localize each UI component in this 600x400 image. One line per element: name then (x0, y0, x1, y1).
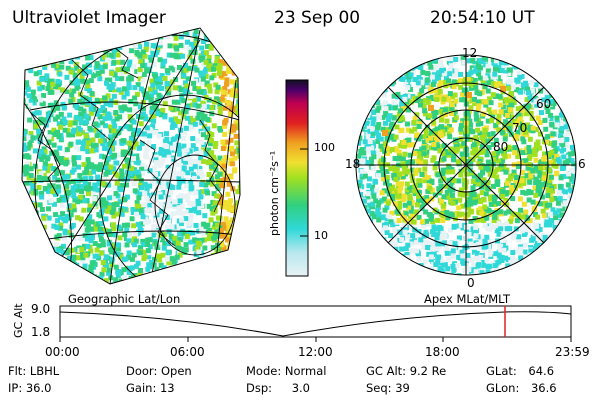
footer-seq: Seq: 39 (366, 381, 410, 395)
mlt-label-18: 18 (345, 157, 361, 171)
mlat-label-80: 80 (493, 140, 509, 154)
mlat-label-60: 60 (536, 97, 552, 111)
altitude-ylabel: GC Alt (12, 303, 25, 338)
time-tick-0000: 00:00 (45, 345, 80, 359)
mlat-label-70: 70 (512, 121, 528, 135)
colorbar-label-10: 10 (314, 229, 328, 242)
time-tick-1800: 18:00 (425, 345, 460, 359)
footer-gc-alt: GC Alt: 9.2 Re (366, 364, 447, 378)
polar-image (355, 54, 577, 276)
instrument-title: Ultraviolet Imager (12, 8, 166, 28)
footer-glat: GLat: 64.6 (486, 364, 555, 378)
geographic-image (21, 27, 241, 285)
coastlines (29, 47, 223, 247)
mlt-label-0: 0 (467, 276, 475, 290)
time-tick-0600: 06:00 (170, 345, 205, 359)
image-time: 20:54:10 UT (430, 8, 535, 28)
footer-gain: Gain: 13 (126, 381, 175, 395)
footer-glon: GLon: 36.6 (486, 381, 557, 395)
footer-door: Door: Open (126, 364, 192, 378)
time-tick-2359: 23:59 (555, 345, 590, 359)
mlt-label-6: 6 (578, 157, 586, 171)
colorbar-unit-label: photon cm⁻²s⁻¹ (268, 150, 281, 236)
altitude-plot (59, 305, 572, 342)
time-tick-1200: 12:00 (298, 345, 333, 359)
footer-mode: Mode: Normal (246, 364, 327, 378)
altitude-plot-frame (59, 305, 572, 338)
mlt-label-12: 12 (462, 46, 478, 60)
altitude-x-ticks (59, 337, 572, 342)
altitude-tick-9: 9.0 (31, 302, 51, 316)
left-panel-caption: Geographic Lat/Lon (68, 292, 181, 306)
polar-grid (355, 54, 577, 276)
colorbar-label-100: 100 (314, 141, 335, 154)
altitude-tick-1-8: 1.8 (31, 325, 51, 339)
footer-filter: Flt: LBHL (8, 364, 60, 378)
colorbar (285, 79, 309, 277)
image-date: 23 Sep 00 (274, 8, 361, 28)
footer-ip: IP: 36.0 (8, 381, 52, 395)
footer-dsp: Dsp: 3.0 (246, 381, 310, 395)
altitude-curve (59, 311, 572, 337)
right-panel-caption: Apex MLat/MLT (424, 292, 511, 306)
